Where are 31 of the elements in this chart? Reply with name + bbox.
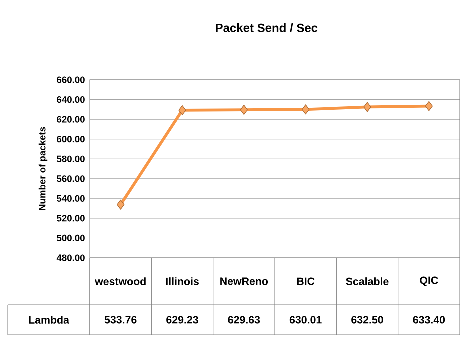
y-tick-label: 480.00 [56,254,85,262]
y-tick-label: 500.00 [57,234,85,242]
y-tick-label: 600.00 [57,136,85,143]
y-tick-label: 520.00 [57,215,85,222]
data-label: 632.50 [352,316,384,324]
x-tick-label: NewReno [220,278,268,286]
x-tick-label: westwood [95,278,146,286]
data-label: 630.01 [290,316,322,324]
chart-title: Packet Send / Sec [216,24,318,32]
point [117,200,125,210]
y-tick-label: 560.00 [57,176,85,182]
y-tick-label: 580.00 [57,156,85,162]
y-axis-title: Number of packets [38,127,48,210]
y-tick-label: 540.00 [57,195,85,202]
data-label: 633.40 [413,316,446,324]
data-label: 629.63 [228,316,260,324]
point [364,102,372,112]
x-tick-label: Scalable [346,278,389,286]
data-label: 629.23 [166,316,198,324]
x-tick-label: BIC [297,278,315,286]
data-label: 533.76 [104,316,137,324]
point [178,105,186,116]
point [240,105,248,116]
y-tick-label: 640.00 [57,96,85,104]
text: Lambda [29,316,70,324]
x-tick-label: Illinois [166,278,199,286]
point [302,104,310,115]
x-tick-label: QIC [420,276,438,286]
y-tick-label: 660.00 [57,76,85,84]
y-tick-label: 620.00 [57,116,85,123]
point [425,101,434,112]
